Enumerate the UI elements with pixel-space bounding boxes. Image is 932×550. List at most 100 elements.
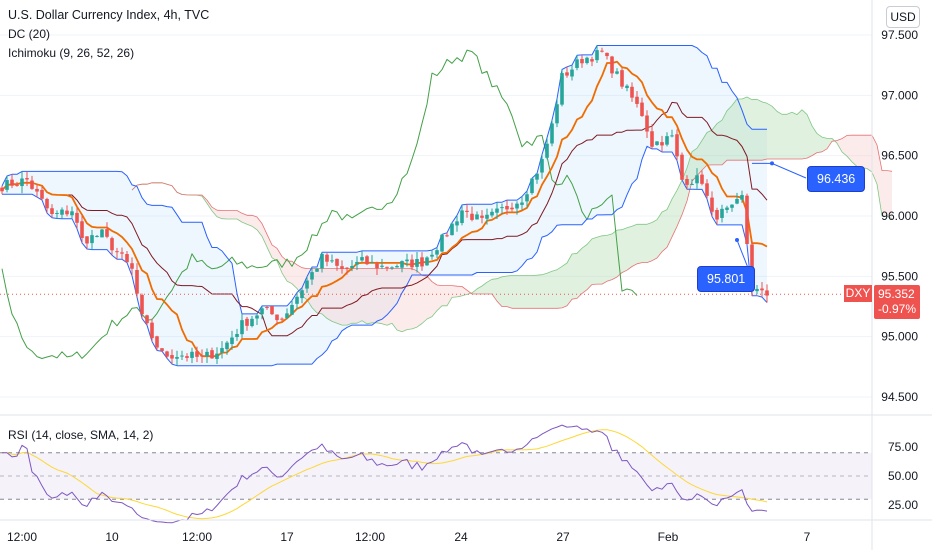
- candle-body: [80, 221, 84, 238]
- candle-body: [250, 318, 254, 327]
- candle-body: [215, 353, 219, 359]
- candle-body: [645, 115, 649, 132]
- candle-body: [410, 259, 414, 268]
- rsi-ma-line: [2, 429, 768, 520]
- candle-body: [705, 183, 709, 196]
- candle-body: [475, 214, 479, 220]
- ichimoku-cloud-segment: [842, 135, 847, 157]
- currency-button[interactable]: USD: [886, 6, 920, 28]
- candle-body: [400, 261, 404, 268]
- candle-body: [270, 306, 274, 315]
- ichimoku-cloud-segment: [822, 137, 827, 152]
- ichimoku-cloud-segment: [407, 268, 412, 330]
- candle-body: [305, 280, 309, 289]
- candle-body: [610, 56, 614, 74]
- ichimoku-cloud-segment: [677, 180, 682, 227]
- price-tick-label: 96.000: [881, 209, 918, 223]
- candle-body: [20, 178, 24, 187]
- ichimoku-cloud-segment: [712, 123, 717, 165]
- ichimoku-cloud-segment: [382, 268, 387, 326]
- candle-body: [385, 266, 389, 268]
- candle-body: [680, 154, 684, 180]
- candle-body: [155, 336, 159, 348]
- ichimoku-cloud-segment: [792, 112, 797, 159]
- candle-body: [560, 73, 564, 105]
- candle-body: [725, 207, 729, 210]
- candle-body: [95, 235, 99, 237]
- ichimoku-cloud-segment: [422, 275, 427, 324]
- chart-title: U.S. Dollar Currency Index, 4h, TVC: [8, 8, 210, 22]
- ichimoku-cloud-segment: [327, 268, 332, 322]
- ichimoku-cloud-segment: [572, 253, 577, 300]
- candle-body: [685, 178, 689, 185]
- candle-body: [495, 208, 499, 213]
- candle-body: [605, 52, 609, 57]
- candle-body: [170, 355, 174, 359]
- candle-body: [235, 333, 239, 338]
- ichimoku-cloud-segment: [857, 135, 862, 168]
- candle-body: [390, 267, 394, 269]
- ichimoku-cloud-segment: [612, 230, 617, 280]
- candle-body: [290, 304, 294, 315]
- candle-body: [755, 288, 759, 292]
- ichimoku-chikou-line: [1, 49, 638, 359]
- last-price-tag: 95.352 -0.97%: [874, 285, 920, 319]
- candle-body: [580, 59, 584, 64]
- ichimoku-cloud-segment: [462, 286, 467, 296]
- candle-body: [105, 229, 109, 237]
- candle-body: [760, 288, 764, 291]
- ichimoku-cloud-segment: [427, 276, 432, 319]
- ichimoku-cloud-segment: [357, 268, 362, 324]
- ichimoku-cloud-segment: [762, 101, 767, 161]
- rsi-tick-label: 25.00: [888, 498, 918, 512]
- ichimoku-cloud-segment: [497, 276, 502, 307]
- candle-body: [515, 203, 519, 209]
- ichimoku-cloud-segment: [437, 284, 442, 311]
- ichimoku-cloud-segment: [582, 244, 587, 294]
- ichimoku-cloud-segment: [507, 275, 512, 309]
- time-tick-label: 27: [556, 530, 570, 544]
- candle-body: [425, 257, 429, 266]
- ichimoku-cloud-segment: [867, 135, 872, 173]
- candle-body: [325, 254, 329, 262]
- ichimoku-cloud-segment: [342, 268, 347, 326]
- callout-lower[interactable]: 95.801: [697, 266, 756, 292]
- ichimoku-cloud-segment: [217, 210, 222, 219]
- ichimoku-cloud-segment: [587, 238, 592, 290]
- candle-body: [100, 229, 104, 238]
- ichimoku-cloud-segment: [552, 269, 557, 309]
- candle-body: [5, 180, 9, 190]
- ichimoku-cloud-segment: [812, 125, 817, 156]
- ichimoku-cloud-segment: [597, 235, 602, 285]
- candle-body: [355, 261, 359, 265]
- ichimoku-cloud-segment: [442, 285, 447, 306]
- candle-body: [15, 184, 19, 186]
- candle-body: [295, 296, 299, 304]
- ichimoku-cloud-segment: [577, 248, 582, 299]
- candle-body: [340, 266, 344, 269]
- ichimoku-cloud-segment: [417, 270, 422, 328]
- candle-body: [655, 141, 659, 145]
- ichimoku-cloud-segment: [447, 285, 452, 306]
- ichimoku-cloud-segment: [767, 103, 772, 159]
- candle-body: [665, 136, 669, 145]
- candle-body: [140, 294, 144, 315]
- ichimoku-cloud-segment: [402, 268, 407, 332]
- candle-body: [635, 96, 639, 104]
- ichimoku-cloud-segment: [222, 210, 227, 220]
- callout-upper-anchor: [770, 161, 774, 166]
- symbol-tag-text: DXY: [845, 286, 871, 300]
- candle-body: [490, 211, 494, 216]
- callout-upper[interactable]: 96.436: [807, 166, 866, 192]
- ichimoku-cloud-segment: [517, 275, 522, 309]
- candle-body: [30, 180, 34, 189]
- ichimoku-cloud-segment: [377, 268, 382, 324]
- ichimoku-cloud-segment: [412, 268, 417, 329]
- candle-body: [125, 254, 129, 263]
- price-tick-label: 95.000: [881, 330, 918, 344]
- candle-body: [50, 208, 54, 215]
- ichimoku-cloud-segment: [852, 135, 857, 167]
- candle-body: [45, 198, 49, 209]
- last-price-change: -0.97%: [878, 302, 917, 316]
